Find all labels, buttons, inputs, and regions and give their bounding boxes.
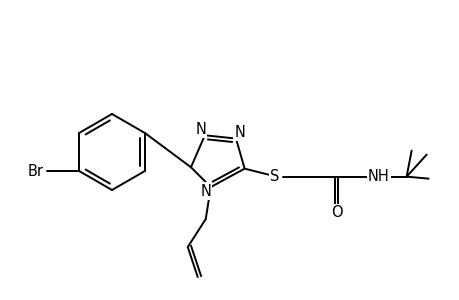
Text: N: N <box>200 184 211 199</box>
Text: NH: NH <box>367 169 389 184</box>
Text: O: O <box>330 205 341 220</box>
Text: N: N <box>195 122 206 137</box>
Text: S: S <box>269 169 279 184</box>
Text: Br: Br <box>28 164 44 178</box>
Text: N: N <box>234 125 245 140</box>
